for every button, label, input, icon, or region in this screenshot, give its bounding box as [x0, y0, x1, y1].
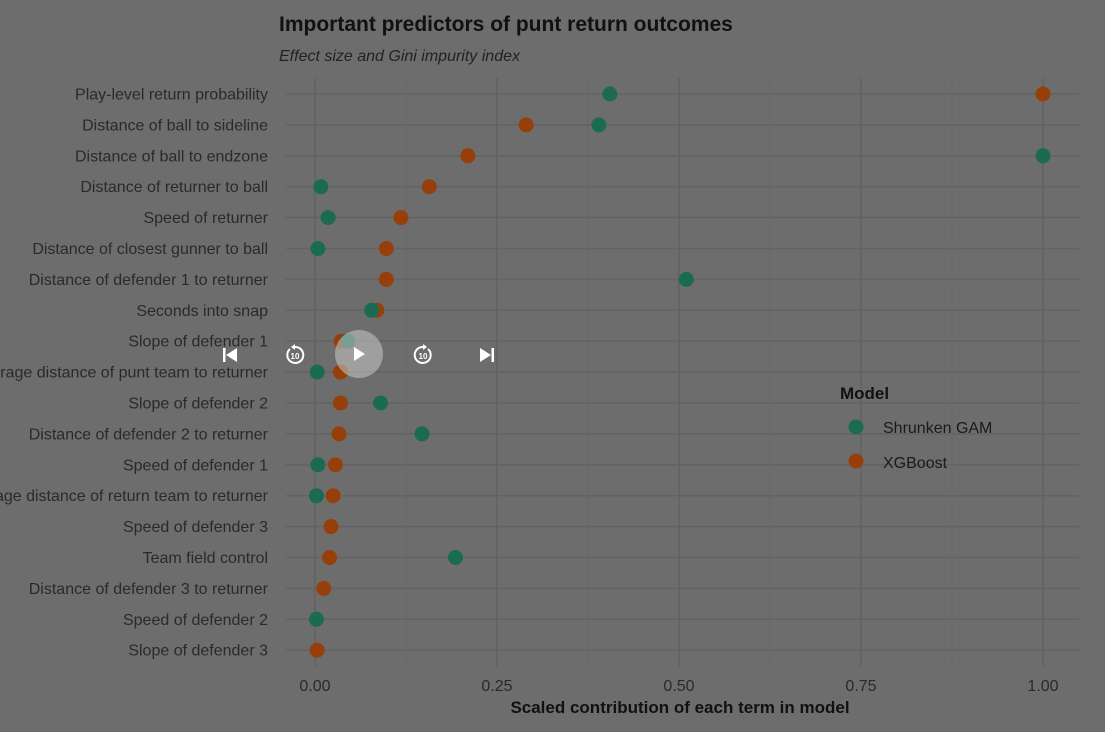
point-xgboost — [378, 241, 394, 256]
legend: Model Shrunken GAM XGBoost — [840, 384, 992, 472]
y-tick-label: Distance of defender 1 to returner — [29, 272, 269, 289]
point-shrunken-gam — [310, 457, 326, 473]
point-xgboost — [309, 642, 325, 658]
point-xgboost — [316, 580, 332, 596]
skip-next-button[interactable] — [472, 330, 502, 380]
point-shrunken-gam — [310, 241, 326, 256]
legend-swatch-shrunken-gam — [848, 419, 864, 435]
point-xgboost — [322, 550, 338, 565]
y-tick-label: Speed of returner — [143, 210, 268, 227]
point-shrunken-gam — [602, 86, 618, 102]
y-tick-label: Average distance of punt team to returne… — [0, 365, 269, 382]
x-tick-label: 0.00 — [299, 678, 330, 695]
svg-text:10: 10 — [291, 352, 300, 361]
skip-previous-icon — [223, 348, 237, 362]
play-button[interactable] — [335, 330, 383, 378]
video-player-controls: 10 10 — [215, 330, 505, 380]
y-tick-label: Distance of defender 2 to returner — [29, 426, 269, 443]
point-shrunken-gam — [364, 302, 380, 318]
point-xgboost — [332, 395, 348, 411]
skip-next-icon — [480, 348, 494, 362]
point-shrunken-gam — [678, 271, 694, 287]
x-tick-label: 0.25 — [481, 678, 512, 695]
rewind-10-button[interactable]: 10 — [280, 330, 310, 380]
point-xgboost — [325, 488, 341, 504]
x-tick-label: 0.50 — [663, 678, 694, 695]
y-tick-label: Distance of closest gunner to ball — [32, 241, 268, 258]
point-xgboost — [378, 271, 394, 287]
y-tick-label: Distance of returner to ball — [80, 179, 268, 196]
point-shrunken-gam — [373, 395, 389, 411]
skip-previous-button[interactable] — [215, 330, 245, 380]
legend-label-shrunken-gam: Shrunken GAM — [883, 420, 992, 437]
point-shrunken-gam — [313, 179, 329, 195]
y-tick-label: Slope of defender 2 — [128, 396, 268, 413]
point-xgboost — [323, 519, 339, 535]
point-xgboost — [393, 210, 409, 226]
point-xgboost — [421, 179, 437, 195]
point-shrunken-gam — [308, 488, 324, 504]
y-tick-label: Slope of defender 3 — [128, 643, 268, 660]
y-tick-label: Speed of defender 3 — [123, 519, 268, 536]
point-xgboost — [327, 457, 343, 473]
y-tick-label: Average distance of return team to retur… — [0, 488, 269, 505]
y-tick-label: Seconds into snap — [136, 303, 268, 320]
y-tick-label: Distance of defender 3 to returner — [29, 581, 269, 598]
point-xgboost — [460, 148, 476, 164]
y-tick-label: Play-level return probability — [75, 87, 268, 104]
forward-10-icon: 10 — [413, 344, 432, 364]
y-tick-label: Team field control — [143, 550, 268, 567]
x-axis-title: Scaled contribution of each term in mode… — [510, 698, 849, 717]
point-xgboost — [518, 117, 534, 133]
chart-subtitle: Effect size and Gini impurity index — [279, 48, 521, 65]
point-shrunken-gam — [320, 210, 336, 226]
svg-text:10: 10 — [419, 352, 428, 361]
point-shrunken-gam — [1035, 148, 1051, 164]
x-axis-ticks: 0.00 0.25 0.50 0.75 1.00 — [299, 678, 1058, 695]
legend-title: Model — [840, 384, 889, 403]
point-shrunken-gam — [308, 611, 324, 627]
y-tick-label: Distance of ball to endzone — [75, 148, 268, 165]
chart-points — [308, 86, 1051, 658]
y-axis-labels: Play-level return probability Distance of… — [0, 87, 269, 660]
play-icon — [354, 347, 365, 361]
x-tick-label: 1.00 — [1027, 678, 1058, 695]
point-shrunken-gam — [414, 426, 430, 442]
y-tick-label: Slope of defender 1 — [128, 334, 268, 351]
legend-swatch-xgboost — [848, 453, 864, 469]
y-tick-label: Speed of defender 2 — [123, 612, 268, 629]
point-xgboost — [1035, 86, 1051, 102]
chart-title: Important predictors of punt return outc… — [279, 13, 733, 36]
y-tick-label: Distance of ball to sideline — [82, 117, 268, 134]
forward-10-button[interactable]: 10 — [408, 330, 438, 380]
point-shrunken-gam — [448, 550, 464, 565]
x-tick-label: 0.75 — [845, 678, 876, 695]
legend-label-xgboost: XGBoost — [883, 455, 948, 472]
replay-10-icon: 10 — [286, 344, 305, 364]
y-tick-label: Speed of defender 1 — [123, 457, 268, 474]
point-xgboost — [331, 426, 347, 442]
point-shrunken-gam — [309, 364, 325, 380]
point-shrunken-gam — [591, 117, 607, 133]
